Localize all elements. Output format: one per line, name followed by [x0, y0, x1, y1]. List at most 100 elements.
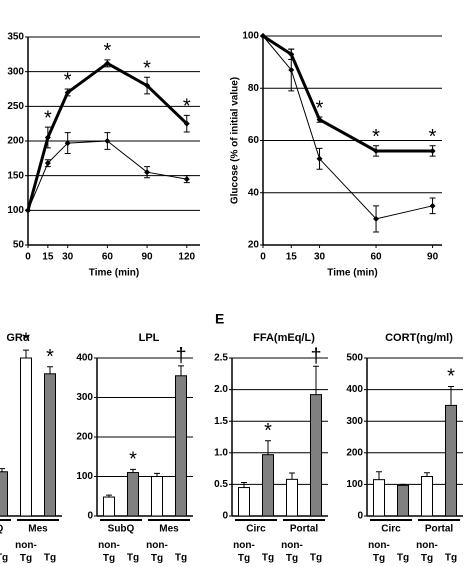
error-bar — [448, 385, 454, 406]
y-tick-label: 2.5 — [214, 353, 228, 364]
bar — [238, 487, 250, 517]
significance: † — [310, 345, 321, 367]
x-tick-label: 15 — [286, 252, 298, 263]
y-tick-label: 300 — [346, 416, 363, 427]
x-tick-label: 60 — [102, 252, 114, 263]
panel-label: E — [215, 311, 224, 327]
marker — [25, 207, 31, 214]
marker — [104, 138, 111, 144]
marker — [64, 89, 71, 96]
group-label: Circ — [246, 524, 266, 535]
group-label: Mes — [159, 524, 179, 535]
x-tick-label: 15 — [42, 252, 54, 263]
significance: * — [44, 107, 52, 129]
bar — [151, 476, 163, 517]
y-tick-label: 200 — [7, 136, 24, 147]
significance: * — [103, 40, 111, 62]
x-tick-label: non-Tg — [146, 540, 168, 564]
y-tick-label: 0.5 — [214, 479, 228, 490]
significance: * — [64, 69, 72, 91]
group-label: SubQ — [0, 524, 4, 535]
bar — [262, 454, 274, 517]
significance: * — [447, 366, 455, 388]
x-tick-label: 60 — [370, 252, 382, 263]
x-axis-label: Time (min) — [327, 268, 377, 279]
bar — [44, 373, 56, 517]
y-tick-label: 1.0 — [214, 447, 228, 458]
significance: * — [46, 346, 54, 368]
chart-title: LPL — [139, 332, 160, 344]
error-bar — [106, 494, 112, 498]
marker — [260, 33, 266, 39]
marker — [144, 82, 151, 89]
bar — [397, 484, 409, 517]
significance: * — [372, 126, 380, 148]
chart-title: CORT(ng/ml) — [385, 332, 453, 344]
y-tick-label: 100 — [7, 205, 24, 216]
bar — [421, 476, 433, 517]
marker — [44, 134, 51, 141]
y-tick-label: 250 — [7, 101, 24, 112]
error-bar — [424, 472, 430, 477]
bar — [103, 496, 115, 517]
x-tick-label: non-Tg — [416, 540, 438, 564]
error-bar — [130, 468, 136, 473]
error-bar — [289, 472, 295, 480]
x-tick-label: Tg — [127, 553, 139, 564]
marker — [44, 160, 51, 167]
y-tick-label: 200 — [76, 432, 93, 443]
y-tick-label: 300 — [7, 66, 24, 77]
significance: † — [175, 345, 186, 367]
series-line — [27, 140, 187, 211]
y-tick-label: 150 — [7, 170, 24, 181]
y-tick-label: 100 — [346, 479, 363, 490]
series-line — [262, 35, 433, 220]
x-tick-label: 30 — [62, 252, 74, 263]
significance: * — [316, 97, 324, 119]
group-label: Mes — [28, 524, 48, 535]
error-bar — [23, 349, 29, 358]
error-bar — [376, 471, 382, 480]
y-tick-label: 80 — [248, 83, 260, 94]
x-tick-label: non-Tg — [368, 540, 390, 564]
marker — [104, 60, 111, 67]
y-tick-label: 100 — [76, 471, 93, 482]
y-tick-label: 400 — [346, 384, 363, 395]
x-tick-label: 120 — [178, 252, 195, 263]
bar — [286, 478, 298, 517]
series-line — [262, 34, 433, 153]
marker — [316, 116, 323, 123]
error-bar — [154, 472, 160, 477]
x-tick-label: Tg — [44, 553, 56, 564]
y-axis-label: Glucose (% of initial value) — [230, 77, 241, 204]
y-tick-label: 0 — [87, 511, 93, 522]
marker — [183, 120, 190, 127]
bar — [310, 394, 322, 517]
error-bar — [241, 482, 247, 488]
x-tick-label: 0 — [25, 252, 31, 263]
x-tick-label: Tg — [175, 553, 187, 564]
group-label: SubQ — [108, 524, 135, 535]
significance: * — [129, 449, 137, 471]
y-tick-label: 350 — [7, 32, 24, 43]
y-tick-label: 60 — [248, 135, 260, 146]
bar — [127, 472, 139, 517]
marker — [429, 202, 436, 209]
significance: * — [429, 126, 437, 148]
marker — [183, 176, 190, 183]
x-tick-label: Tg — [445, 553, 457, 564]
error-bar — [400, 483, 406, 486]
x-tick-label: Tg — [262, 553, 274, 564]
y-tick-label: 500 — [346, 353, 363, 364]
y-tick-label: 100 — [242, 31, 259, 42]
y-tick-label: 40 — [248, 187, 260, 198]
y-tick-label: 50 — [13, 240, 25, 251]
error-bar — [0, 468, 5, 472]
bar — [0, 471, 8, 517]
chart-title: FFA(mEq/L) — [253, 332, 315, 344]
marker — [373, 215, 380, 222]
chart-title: GRα — [6, 332, 30, 344]
significance: * — [264, 420, 272, 442]
